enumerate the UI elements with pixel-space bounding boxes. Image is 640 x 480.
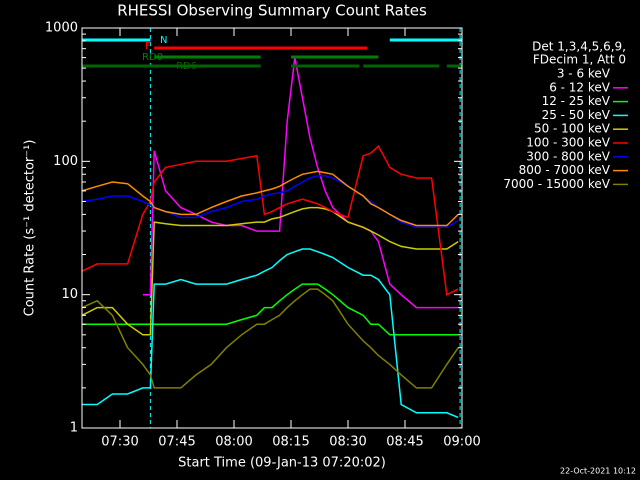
series-line [81,144,459,296]
x-tick-label: 09:00 [443,435,480,450]
series-line [153,55,402,406]
flag-label: N [160,35,167,46]
flag-label: RD6 [176,61,197,72]
y-tick-label: 1 [70,421,78,436]
legend-label: 100 - 300 keV [526,136,610,150]
legend-label: 300 - 800 keV [526,149,610,163]
legend-label: 6 - 12 keV [549,80,611,94]
x-tick-label: 08:45 [386,435,423,450]
legend-label: 12 - 25 keV [542,94,611,108]
series-line [82,248,459,419]
footnote: 22-Oct-2021 10:12 [560,467,636,476]
legend-header: Det 1,3,4,5,6,9, [532,40,626,54]
x-axis-label: Start Time (09-Jan-13 07:20:02) [178,456,386,471]
x-tick-label: 08:15 [272,435,309,450]
legend-label: 50 - 100 keV [534,122,611,136]
flag-label: F [145,41,151,52]
y-axis-label: Count Rate (s⁻¹ detector⁻¹) [23,140,38,317]
flag-label: RD0 [142,52,163,63]
y-tick-label: 10 [61,287,78,302]
legend-label: 800 - 7000 keV [519,163,611,177]
legend-header: FDecim 1, Att 0 [533,53,626,67]
y-tick-label: 100 [53,154,78,169]
x-tick-label: 08:30 [329,435,366,450]
series-line [81,206,459,336]
x-tick-label: 07:30 [101,435,138,450]
y-tick-label: 1000 [45,21,78,36]
chart-title: RHESSI Observing Summary Count Rates [117,2,427,20]
series-line [81,288,459,389]
series-line [81,170,459,227]
series-line [82,283,459,336]
plot-frame [81,27,463,429]
legend-label: 25 - 50 keV [542,108,611,122]
legend-label: 3 - 6 keV [557,67,611,81]
series-line [142,57,459,309]
legend-label: 7000 - 15000 keV [503,177,610,191]
x-tick-label: 08:00 [215,435,252,450]
x-tick-label: 07:45 [158,435,195,450]
